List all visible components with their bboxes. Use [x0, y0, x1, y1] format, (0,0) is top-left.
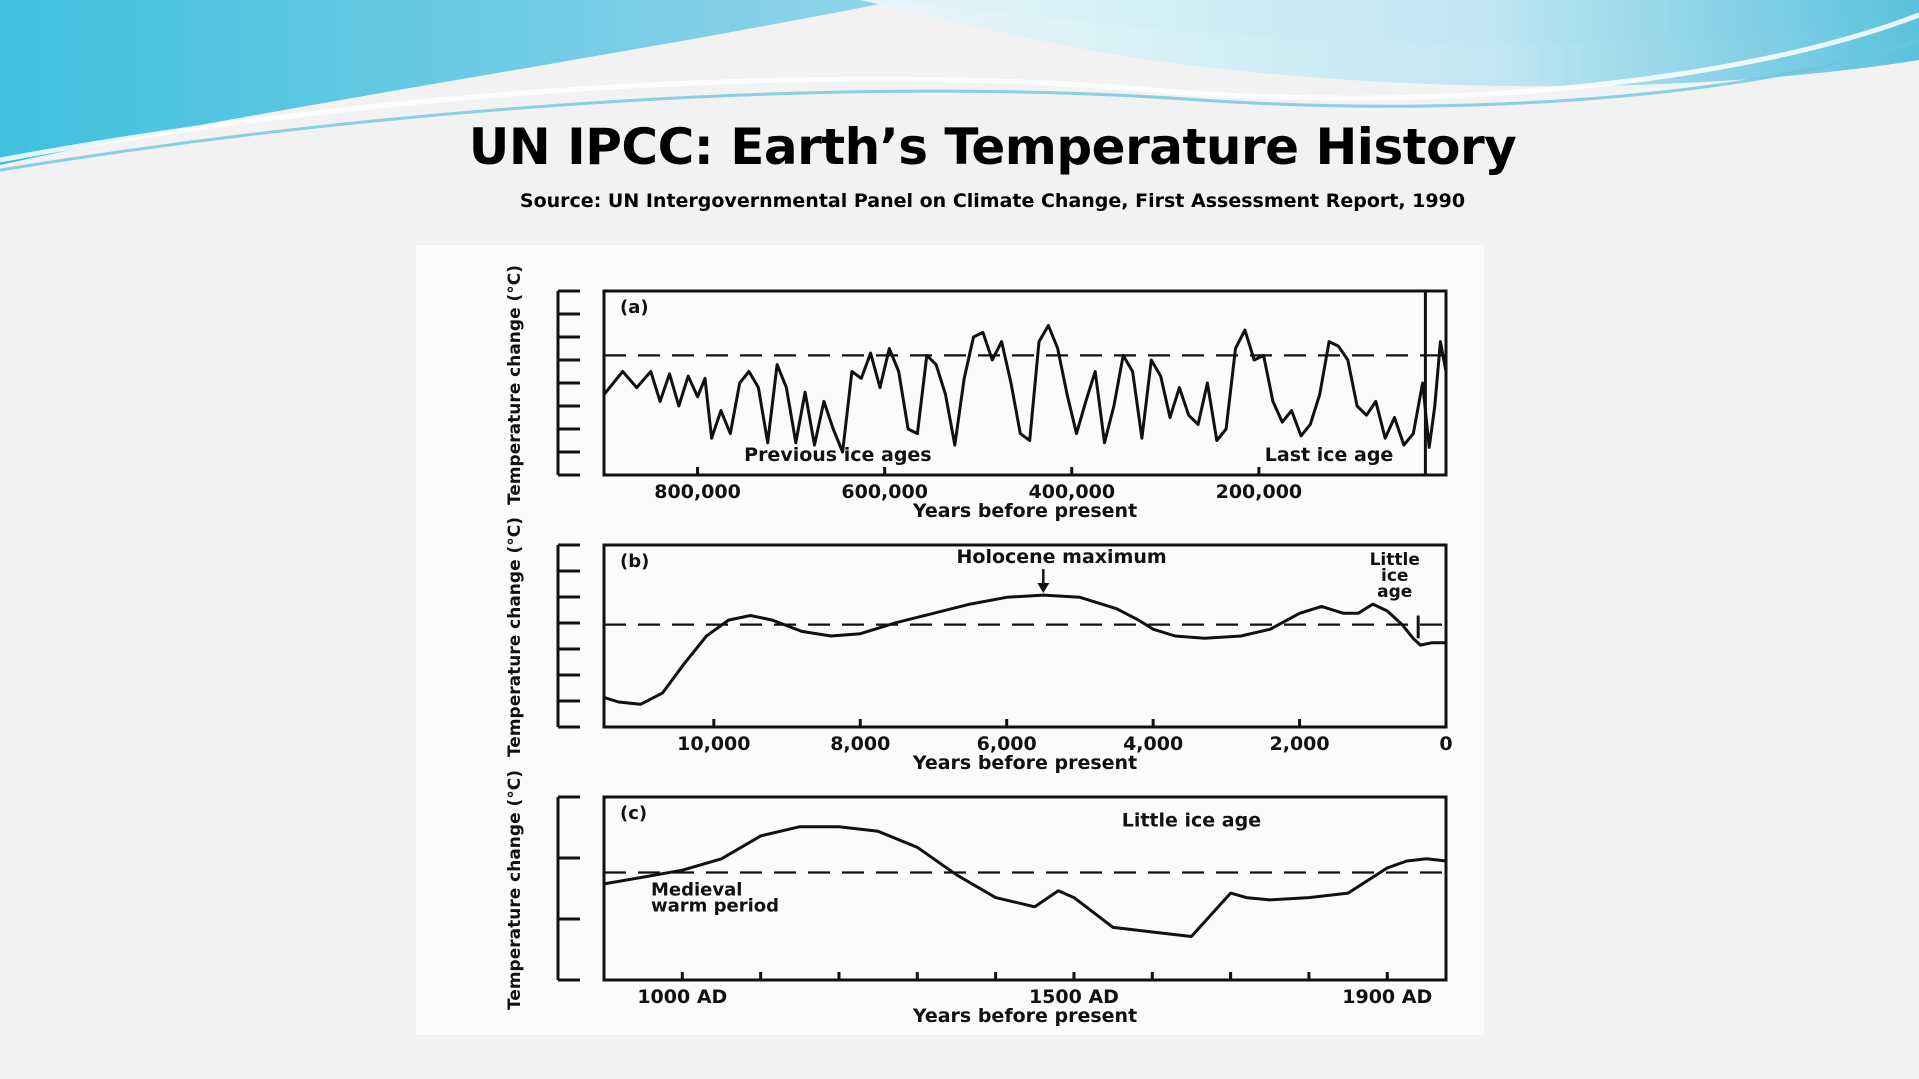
- panel-a-y-label: Temperature change (°C): [505, 265, 525, 505]
- panel-c-annotation-medieval: warm period: [651, 895, 779, 916]
- panel-c-annotation-medieval: Medieval: [651, 879, 742, 900]
- panel-b-x-tick-label: 10,000: [677, 733, 750, 755]
- panel-b-x-label: Years before present: [912, 752, 1137, 774]
- panel-a-label: (a): [620, 297, 649, 318]
- panel-a-x-tick-label: 200,000: [1216, 481, 1303, 503]
- panel-c-annotation: Little ice age: [1122, 810, 1261, 832]
- slide-subtitle: Source: UN Intergovernmental Panel on Cl…: [519, 190, 1466, 212]
- panel-a-x-label: Years before present: [912, 500, 1137, 522]
- panel-b-annotation-little-ice-age: Little: [1370, 550, 1420, 570]
- panel-b-x-tick-label: 8,000: [830, 733, 890, 755]
- header-banner: [0, 0, 1919, 172]
- panel-a-annotation: Previous ice ages: [744, 444, 931, 466]
- panel-b-x-tick-label: 4,000: [1123, 733, 1183, 755]
- panel-b-annotation-arrowhead: [1037, 583, 1050, 594]
- panel-b-annotation-little-ice-age: age: [1377, 582, 1412, 602]
- panel-a-x-tick-label: 800,000: [654, 481, 741, 503]
- panel-c-x-tick-label: 1900 AD: [1342, 986, 1432, 1008]
- panel-b-x-tick-label: 2,000: [1270, 733, 1330, 755]
- slide-title: UN IPCC: Earth’s Temperature History: [468, 118, 1517, 176]
- panel-b-x-tick-label: 6,000: [977, 733, 1037, 755]
- panel-a-annotation: Last ice age: [1265, 444, 1394, 466]
- panel-a-frame: [602, 289, 1448, 477]
- panel-b-annotation: Holocene maximum: [956, 546, 1166, 568]
- temperature-charts: Temperature change (°C) (a) 800,000 600,000…: [505, 265, 1453, 1027]
- panel-a-x-tick-label: 400,000: [1029, 481, 1116, 503]
- panel-b-series-line: [602, 593, 1448, 706]
- panel-b-label: (b): [620, 551, 649, 572]
- panel-c-series-line: [602, 825, 1448, 938]
- panel-b-frame: [602, 543, 1448, 729]
- temperature-history-figure: Temperature change (°C) (a) 800,000 600,000…: [416, 245, 1484, 1035]
- panel-b-annotation-little-ice-age: ice: [1381, 566, 1408, 586]
- panel-c-x-tick-label: 1500 AD: [1029, 986, 1119, 1008]
- panel-b-x-tick-label: 0: [1439, 733, 1452, 755]
- panel-b-y-label: Temperature change (°C): [505, 517, 525, 757]
- panel-c-frame: [602, 795, 1448, 982]
- panel-c-x-label: Years before present: [912, 1005, 1137, 1027]
- panel-a-x-tick-label: 600,000: [841, 481, 928, 503]
- panel-c-label: (c): [620, 803, 647, 824]
- panel-c-y-label: Temperature change (°C): [505, 770, 525, 1010]
- panel-a-series-line: [602, 324, 1448, 454]
- panel-c-x-tick-label: 1000 AD: [637, 986, 727, 1008]
